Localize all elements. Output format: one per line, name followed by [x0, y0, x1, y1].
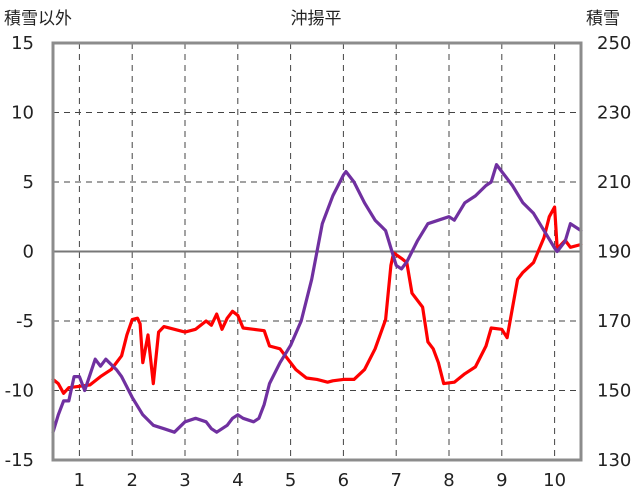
left-tick-labels: -15 -10 -5 0 5 10 15: [5, 33, 34, 471]
left-tick-5: 10: [11, 103, 34, 124]
right-tick-1: 150: [597, 381, 631, 402]
x-tick-4: 4: [232, 470, 243, 491]
left-tick-3: 0: [23, 242, 34, 263]
x-tick-7: 7: [390, 470, 401, 491]
left-tick-1: -10: [5, 381, 34, 402]
x-tick-8: 8: [443, 470, 454, 491]
x-tick-6: 6: [338, 470, 349, 491]
x-tick-5: 5: [285, 470, 296, 491]
series-line-1: [51, 163, 583, 434]
series-layer: [51, 163, 583, 434]
series-line-0: [51, 205, 583, 395]
right-tick-0: 130: [597, 450, 631, 471]
right-tick-labels: 130 150 170 190 210 230 250: [597, 33, 631, 471]
x-tick-2: 2: [126, 470, 137, 491]
x-tick-1: 1: [74, 470, 85, 491]
plot-frame: [51, 41, 583, 462]
gridlines: [53, 43, 581, 460]
left-tick-4: 5: [23, 172, 34, 193]
x-tick-10: 10: [543, 470, 566, 491]
right-axis-label: 積雪: [586, 9, 620, 29]
left-tick-6: 15: [11, 33, 34, 54]
right-tick-4: 210: [597, 172, 631, 193]
left-tick-0: -15: [5, 450, 34, 471]
right-tick-3: 190: [597, 242, 631, 263]
chart-title: 沖揚平: [291, 9, 342, 29]
x-tick-9: 9: [496, 470, 507, 491]
x-tick-labels: 1 2 3 4 5 6 7 8 9 10: [74, 470, 566, 491]
left-tick-2: -5: [16, 311, 34, 332]
right-tick-6: 250: [597, 33, 631, 54]
right-tick-2: 170: [597, 311, 631, 332]
left-axis-label: 積雪以外: [4, 9, 72, 29]
x-tick-3: 3: [179, 470, 190, 491]
right-tick-5: 230: [597, 103, 631, 124]
